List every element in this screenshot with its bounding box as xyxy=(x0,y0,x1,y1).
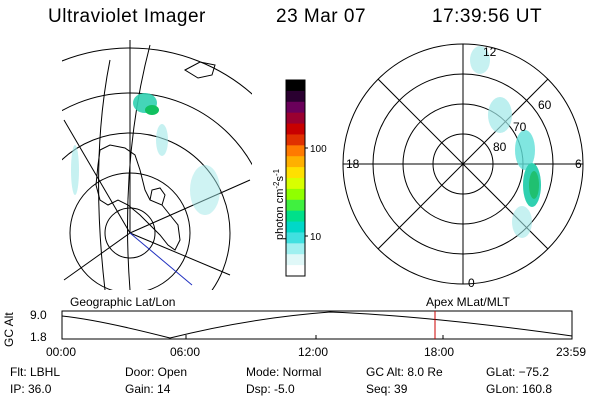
aurora-blob xyxy=(515,130,535,170)
colorbar-segment xyxy=(286,210,305,223)
colorbar xyxy=(285,79,306,277)
mlt-label-18: 18 xyxy=(346,157,360,171)
aurora-blob xyxy=(71,145,79,195)
x-tick-2359: 23:59 xyxy=(556,345,587,359)
colorbar-segment xyxy=(286,188,305,201)
dsp-info: Dsp: -5.0 xyxy=(246,382,295,396)
x-tick-0600: 06:00 xyxy=(170,345,201,359)
colorbar-segment xyxy=(286,254,305,266)
coastline xyxy=(149,187,166,206)
colorbar-segment xyxy=(286,265,305,277)
aurora-blob xyxy=(529,171,539,199)
altitude-ylabel: GC Alt xyxy=(2,312,16,347)
polar-panel-label: Apex MLat/MLT xyxy=(426,295,510,309)
colorbar-segment xyxy=(286,243,305,255)
colorbar-frame xyxy=(285,79,306,277)
lat-label-60: 60 xyxy=(538,98,552,112)
glat-info: GLat: −75.2 xyxy=(486,365,550,379)
colorbar-segment xyxy=(286,90,305,103)
aurora-blob xyxy=(156,124,168,156)
geo-lon-line xyxy=(63,232,131,281)
geo-meridian xyxy=(98,59,111,290)
mlt-label-6: 6 xyxy=(575,157,582,171)
lat-label-70: 70 xyxy=(513,120,527,134)
terminator-line xyxy=(129,232,193,286)
colorbar-segment xyxy=(286,156,305,168)
aurora-blob xyxy=(488,97,512,133)
aurora-blob xyxy=(190,165,220,215)
aurora-blob xyxy=(145,105,159,115)
seq-info: Seq: 39 xyxy=(366,382,408,396)
x-tick-1200: 12:00 xyxy=(298,345,329,359)
instrument-title: Ultraviolet Imager xyxy=(48,6,206,27)
colorbar-segment xyxy=(286,221,305,233)
aurora-blob xyxy=(470,46,490,74)
colorbar-segment xyxy=(286,134,305,146)
geo-panel-label: Geographic Lat/Lon xyxy=(70,295,176,309)
colorbar-segment xyxy=(286,101,305,114)
lat-label-80: 80 xyxy=(493,140,507,154)
altitude-ytick-top: 9.0 xyxy=(30,308,47,322)
colorbar-segment xyxy=(286,167,305,179)
gain-info: Gain: 14 xyxy=(125,382,171,396)
colorbar-segment xyxy=(286,123,305,135)
filter-info: Flt: LBHL xyxy=(10,365,61,379)
geo-lon-line xyxy=(129,232,231,276)
coastline xyxy=(183,61,216,79)
aurora-blob xyxy=(512,206,532,238)
polar-diagonal xyxy=(377,78,549,250)
geo-meridian xyxy=(127,44,151,290)
colorbar-segment xyxy=(286,145,305,157)
door-info: Door: Open xyxy=(125,365,188,379)
altitude-curve xyxy=(61,311,573,339)
colorbar-segment xyxy=(286,112,305,125)
x-tick-1800: 18:00 xyxy=(424,345,455,359)
mlt-label-12: 12 xyxy=(483,45,497,59)
altitude-plot-frame xyxy=(61,310,573,340)
colorbar-segment xyxy=(286,199,305,212)
colorbar-tick-100: 100 xyxy=(310,144,327,155)
mlt-label-0: 0 xyxy=(468,276,475,290)
ip-info: IP: 36.0 xyxy=(10,382,52,396)
geo-lon-line xyxy=(129,179,251,234)
colorbar-unit-label: photon cm-2s-1 xyxy=(272,168,286,240)
date-label: 23 Mar 07 xyxy=(276,6,367,27)
colorbar-segment xyxy=(286,232,305,244)
coastline xyxy=(95,144,181,251)
x-tick-0000: 00:00 xyxy=(46,345,77,359)
gc-alt-info: GC Alt: 8.0 Re xyxy=(366,365,443,379)
colorbar-tick-10: 10 xyxy=(310,232,322,243)
mode-info: Mode: Normal xyxy=(246,365,322,379)
colorbar-segment xyxy=(286,178,305,190)
time-label: 17:39:56 UT xyxy=(432,6,543,27)
polar-map xyxy=(342,43,584,285)
colorbar-segment xyxy=(286,80,305,92)
glon-info: GLon: 160.8 xyxy=(486,382,553,396)
altitude-ytick-bottom: 1.8 xyxy=(30,330,47,344)
